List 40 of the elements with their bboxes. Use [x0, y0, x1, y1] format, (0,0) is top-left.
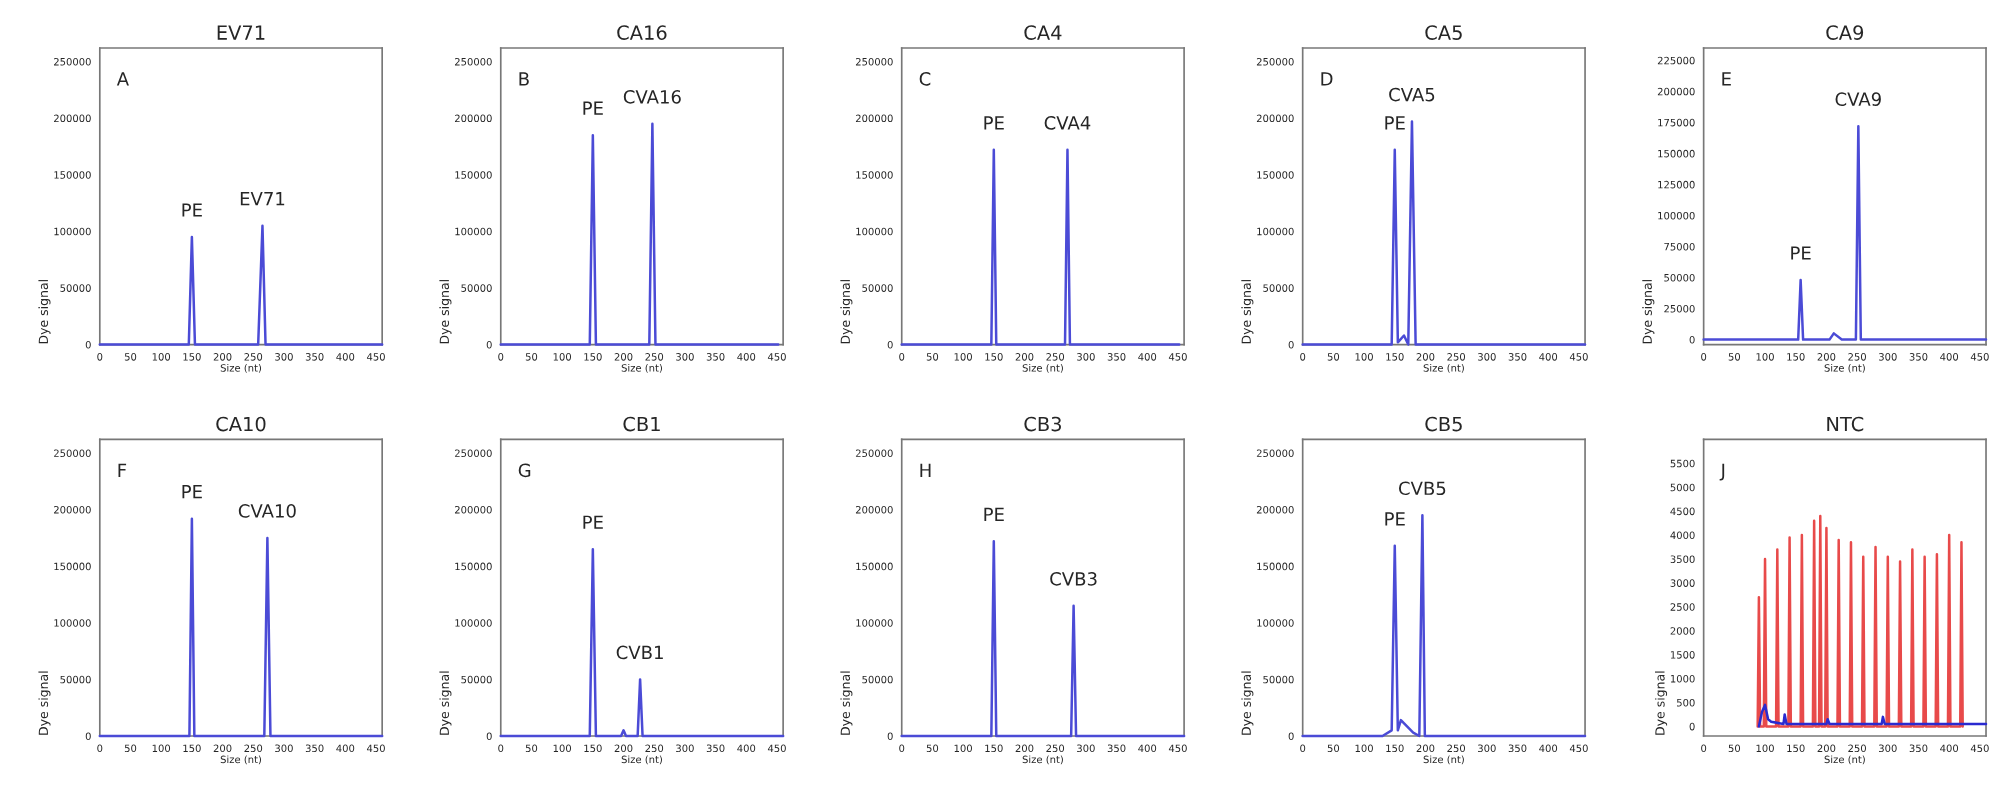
annotation: PE	[182, 485, 202, 499]
annotation: PE	[583, 515, 603, 529]
annotation: CVA4	[1044, 116, 1091, 130]
line-series	[1756, 514, 1964, 728]
annotation: PE	[1385, 116, 1405, 130]
chart-title: CA10	[216, 416, 266, 432]
line-series	[1702, 124, 1988, 341]
annotation: PE	[583, 101, 603, 115]
annotation: H	[920, 463, 931, 477]
annotation: B	[519, 72, 529, 86]
line-series	[1757, 703, 1988, 728]
annotation: F	[118, 463, 127, 477]
annotation: PE	[1385, 512, 1405, 526]
annotation: CVA16	[623, 90, 681, 104]
chart-title: CB3	[1024, 416, 1061, 432]
annotation: CVA10	[238, 504, 296, 518]
annotation: PE	[1791, 246, 1811, 260]
annotation: PE	[984, 116, 1004, 130]
annotation: D	[1321, 72, 1333, 86]
annotation: EV71	[240, 192, 285, 206]
annotation: G	[518, 463, 531, 478]
chart-title: EV71	[217, 25, 265, 40]
annotation: PE	[984, 507, 1004, 521]
annotation: PE	[182, 203, 202, 217]
chart-title: CB5	[1425, 416, 1462, 432]
chart-title: CA4	[1024, 25, 1062, 40]
annotation: J	[1719, 463, 1725, 481]
annotation: E	[1722, 72, 1731, 86]
chart-title: NTC	[1827, 416, 1864, 432]
chart-title: CB1	[623, 416, 660, 432]
annotation: CVB3	[1050, 572, 1097, 586]
annotation: CVB1	[616, 645, 663, 660]
annotation: C	[919, 72, 931, 86]
chart-title: CA5	[1425, 25, 1462, 40]
annotation: CVA9	[1835, 92, 1881, 107]
chart-title: CA16	[617, 25, 667, 40]
annotation: CVB5	[1398, 481, 1446, 496]
annotation: A	[116, 72, 129, 86]
annotation: CVA5	[1389, 87, 1435, 102]
chart-title: CA9	[1826, 25, 1864, 40]
